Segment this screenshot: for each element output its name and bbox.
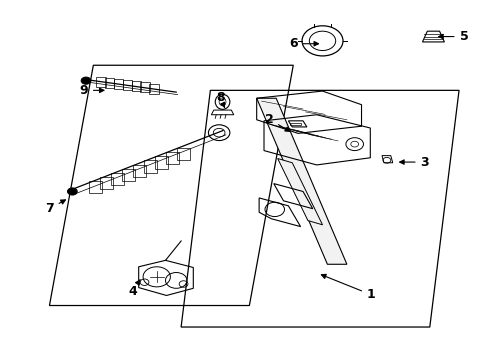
- Text: 4: 4: [128, 279, 140, 298]
- Text: 1: 1: [321, 274, 375, 301]
- Polygon shape: [277, 158, 322, 225]
- Text: 2: 2: [264, 113, 289, 131]
- Text: 3: 3: [399, 156, 428, 168]
- Polygon shape: [256, 98, 346, 264]
- Text: 9: 9: [79, 84, 104, 97]
- Text: 6: 6: [288, 37, 318, 50]
- Text: 5: 5: [438, 30, 468, 43]
- Text: 7: 7: [45, 200, 65, 215]
- Text: 8: 8: [215, 91, 224, 107]
- Circle shape: [81, 77, 91, 84]
- Circle shape: [67, 188, 77, 195]
